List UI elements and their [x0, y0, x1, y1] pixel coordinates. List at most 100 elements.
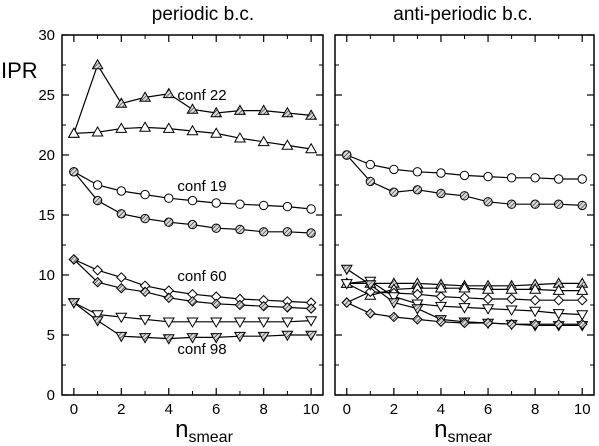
diamond-marker	[553, 294, 564, 306]
circle-marker	[530, 173, 540, 183]
triangle-down-marker	[67, 298, 80, 309]
circle-marker	[140, 189, 150, 200]
diamond-marker	[68, 254, 80, 265]
circle-marker	[506, 199, 517, 209]
right-plot-panel: 0 2 4 6 8 10	[334, 34, 595, 418]
y-tick-label: 10	[38, 267, 55, 284]
diamond-marker	[412, 314, 423, 325]
series-markers-1	[67, 58, 318, 138]
triangle-down-marker	[340, 264, 353, 276]
circle-marker	[306, 228, 316, 238]
y-axis-label: IPR	[1, 58, 38, 83]
triangle-down-marker	[552, 309, 565, 320]
triangle-up-marker	[186, 103, 199, 114]
circle-marker	[553, 199, 564, 209]
triangle-down-marker	[162, 317, 175, 328]
diamond-marker	[553, 318, 564, 330]
diamond-marker	[187, 296, 198, 307]
series-markers-6	[68, 254, 317, 314]
triangle-down-marker	[387, 298, 400, 309]
triangle-down-marker	[411, 304, 424, 315]
diamond-marker	[210, 298, 222, 310]
triangle-down-marker	[257, 317, 270, 328]
circle-marker	[282, 227, 293, 237]
diamond-marker	[459, 292, 470, 304]
diamond-marker	[482, 293, 494, 305]
triangle-up-marker	[257, 104, 270, 115]
triangle-down-marker	[162, 334, 175, 345]
x-tick-label: 6	[484, 401, 492, 418]
diamond-marker	[92, 264, 103, 276]
triangle-down-marker	[458, 303, 471, 314]
plot-frame	[334, 34, 595, 396]
triangle-down-marker	[481, 304, 495, 315]
diamond-marker	[482, 317, 494, 329]
circle-marker	[235, 224, 245, 235]
x-tick-label: 8	[531, 401, 539, 418]
triangle-down-marker	[387, 292, 400, 303]
diamond-marker	[506, 293, 517, 305]
conf-annotation: conf 60	[177, 268, 226, 285]
y-tick-label: 5	[47, 327, 55, 344]
y-tick-label: 25	[38, 87, 55, 104]
triangle-up-marker	[233, 132, 247, 143]
circle-marker	[211, 198, 221, 208]
series-markers-4	[69, 167, 316, 238]
circle-marker	[577, 200, 587, 211]
circle-marker	[459, 170, 470, 181]
conf-annotation: conf 22	[177, 87, 226, 104]
circle-marker	[258, 200, 269, 211]
circle-marker	[412, 167, 423, 177]
triangle-down-marker	[233, 331, 247, 343]
series-markers-2	[342, 150, 587, 211]
conf-annotation: conf 98	[177, 341, 226, 358]
triangle-down-marker	[233, 317, 247, 328]
diamond-marker	[388, 311, 400, 323]
triangle-down-marker	[210, 333, 223, 344]
circle-marker	[116, 209, 127, 219]
diamond-marker	[529, 318, 541, 330]
x-tick-label: 10	[303, 401, 320, 418]
triangle-down-marker	[91, 310, 104, 321]
diamond-marker	[365, 308, 376, 319]
triangle-down-marker	[186, 333, 199, 344]
triangle-up-marker	[281, 106, 294, 118]
triangle-down-marker	[364, 280, 377, 291]
x-tick-label: 2	[390, 401, 398, 418]
circle-marker	[365, 159, 376, 170]
triangle-down-marker	[576, 310, 589, 321]
right-x-axis-label-sub: smear	[447, 429, 492, 446]
circle-marker	[483, 171, 493, 182]
left-panel-title: periodic b.c.	[152, 4, 254, 25]
diamond-marker	[576, 318, 588, 330]
circle-marker	[235, 199, 245, 209]
right-x-axis-label: nsmear	[434, 416, 492, 446]
triangle-down-marker	[91, 316, 104, 327]
diamond-marker	[234, 299, 246, 311]
right-x-axis-label-main: n	[434, 416, 447, 443]
circle-marker	[436, 168, 446, 178]
triangle-up-marker	[210, 127, 223, 138]
triangle-down-marker	[281, 317, 294, 328]
triangle-up-marker	[552, 284, 565, 295]
triangle-down-marker	[529, 306, 542, 318]
x-tick-label: 4	[437, 401, 445, 418]
diamond-marker	[529, 294, 541, 306]
circle-marker	[412, 185, 423, 195]
diamond-marker	[365, 286, 376, 298]
triangle-down-marker	[115, 331, 128, 343]
circle-marker	[577, 174, 587, 184]
conf-annotation: conf 19	[177, 178, 226, 195]
diamond-marker	[116, 272, 127, 283]
diamond-marker	[435, 291, 447, 302]
diamond-marker	[435, 316, 447, 328]
left-x-axis-label-sub: smear	[188, 429, 233, 446]
series-markers-7	[67, 298, 318, 328]
x-tick-label: 2	[117, 401, 125, 418]
x-tick-label: 6	[212, 401, 220, 418]
diamond-marker	[139, 286, 151, 298]
diamond-marker	[92, 276, 103, 288]
circle-marker	[258, 227, 269, 237]
series-markers-8	[341, 297, 588, 330]
triangle-up-marker	[115, 97, 128, 108]
